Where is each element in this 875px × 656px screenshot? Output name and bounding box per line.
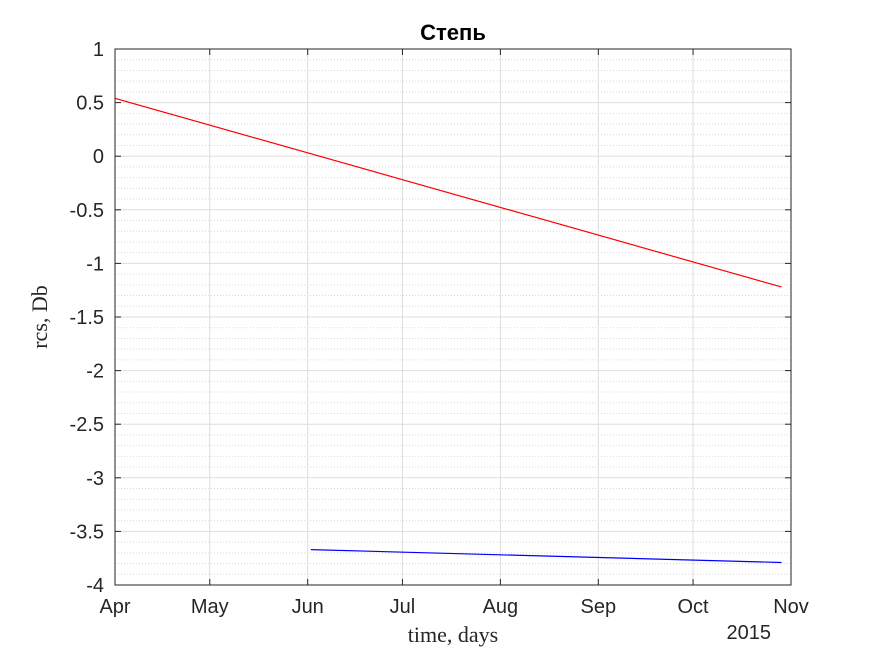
series-line-1 — [114, 97, 782, 288]
x-tick-labels: Apr May Jun Jul Aug Sep Oct Nov — [99, 596, 808, 618]
x-tick-label: Oct — [678, 596, 710, 618]
x-secondary-label: 2015 — [727, 622, 772, 644]
x-tick-label: Nov — [773, 596, 809, 618]
y-tick-label: 1 — [93, 39, 104, 61]
series-layer — [114, 97, 782, 564]
x-axis-label: time, days — [408, 622, 498, 647]
y-tick-label: -3 — [86, 468, 104, 490]
y-tick-label: -0.5 — [70, 200, 104, 222]
y-tick-labels: 1 0.5 0 -0.5 -1 -1.5 -2 -2.5 -3 -3.5 -4 — [70, 39, 104, 597]
series-line-2 — [310, 549, 782, 564]
x-tick-label: Sep — [581, 596, 617, 618]
x-tick-label: Jul — [390, 596, 416, 618]
y-tick-label: -1.5 — [70, 307, 104, 329]
y-tick-label: 0.5 — [76, 93, 104, 115]
y-tick-label: 0 — [93, 146, 104, 168]
y-tick-label: -3.5 — [70, 521, 104, 543]
y-tick-label: -2 — [86, 361, 104, 383]
y-tick-label: -4 — [86, 575, 104, 597]
x-tick-label: Apr — [99, 596, 130, 618]
tick-marks — [114, 48, 792, 586]
y-axis-label: rcs, Db — [27, 285, 52, 349]
x-tick-label: Aug — [483, 596, 519, 618]
y-tick-label: -2.5 — [70, 414, 104, 436]
chart-title: Степь — [420, 20, 486, 45]
x-tick-label: Jun — [292, 596, 324, 618]
y-tick-label: -1 — [86, 253, 104, 275]
x-tick-label: May — [191, 596, 229, 618]
